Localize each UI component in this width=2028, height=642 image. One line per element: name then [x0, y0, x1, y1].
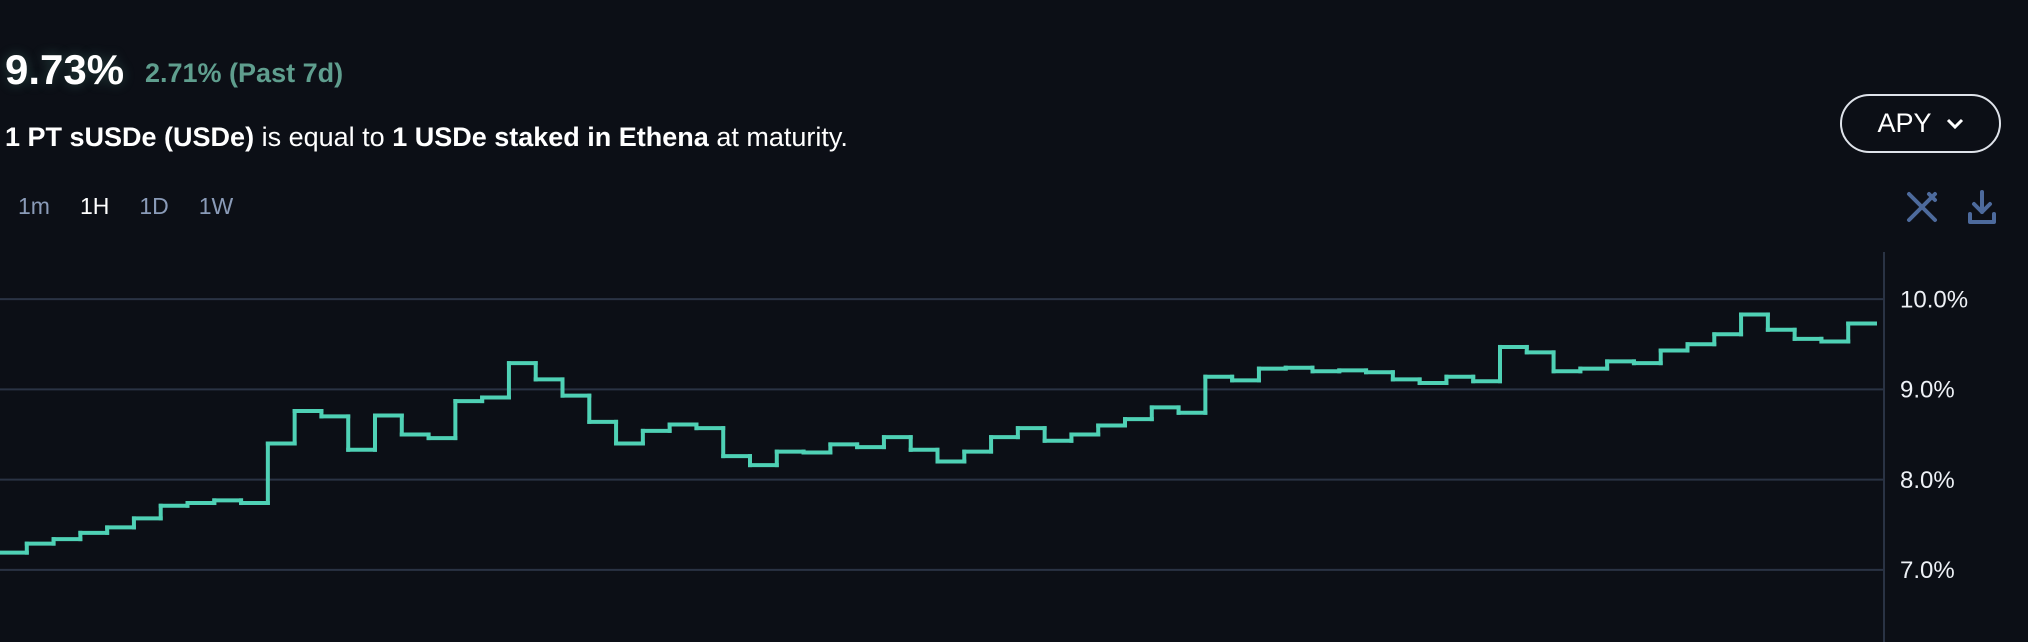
timeframe-tab[interactable]: 1W — [198, 193, 234, 219]
apy-value: 9.73% — [5, 46, 125, 93]
selector-label: APY — [1877, 108, 1932, 138]
description-part: is equal to — [261, 122, 385, 152]
timeframe-tab[interactable]: 1D — [139, 193, 169, 219]
apy-change: 2.71% (Past 7d) — [145, 58, 344, 88]
tools-icon[interactable] — [1907, 192, 1937, 222]
y-tick-label: 8.0% — [1900, 467, 1955, 494]
description-part: 1 USDe staked in Ethena — [392, 122, 709, 152]
description: 1 PT sUSDe (USDe) is equal to 1 USDe sta… — [5, 122, 848, 153]
timeframe-tab[interactable]: 1m — [18, 193, 50, 219]
description-part: at maturity. — [716, 122, 848, 152]
toolbar — [1907, 190, 1996, 224]
y-tick-label: 7.0% — [1900, 557, 1955, 584]
description-part: 1 PT sUSDe (USDe) — [5, 122, 255, 152]
download-icon[interactable] — [1968, 190, 1996, 224]
metric-selector[interactable]: APY — [1840, 94, 2001, 153]
chevron — [1946, 118, 1963, 129]
timeframe-tab[interactable]: 1H — [79, 193, 110, 219]
timeframe-tabs: 1m 1H 1D 1W — [18, 193, 263, 220]
y-tick-label: 10.0% — [1900, 286, 1968, 313]
y-tick-label: 9.0% — [1900, 377, 1955, 404]
